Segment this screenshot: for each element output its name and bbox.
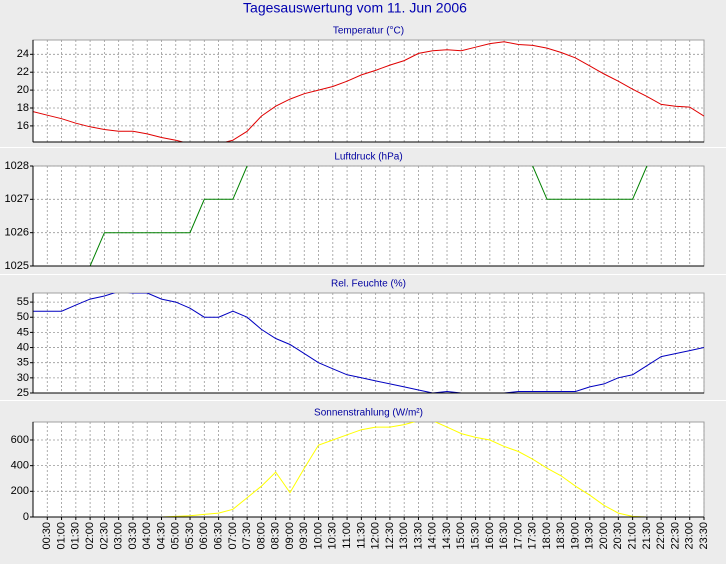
x-tick-label: 02:00 (84, 522, 96, 550)
y-tick-label: 20 (17, 84, 29, 96)
x-tick-label: 21:30 (641, 522, 653, 550)
x-tick-label: 18:00 (541, 522, 553, 550)
panel-title: Rel. Feuchte (%) (331, 279, 406, 290)
x-tick-label: 11:00 (341, 522, 353, 549)
x-tick-label: 09:00 (284, 522, 296, 550)
plot-area (32, 421, 705, 518)
x-tick-label: 04:30 (155, 522, 167, 550)
y-tick-label: 22 (17, 66, 29, 78)
y-tick-label: 1026 (5, 227, 29, 239)
y-tick-label: 25 (17, 387, 29, 399)
page-title: Tagesauswertung vom 11. Jun 2006 (243, 0, 467, 16)
panel-title: Sonnenstrahlung (W/m²) (314, 408, 423, 419)
x-tick-label: 02:30 (98, 522, 110, 550)
y-tick-label: 400 (11, 460, 29, 472)
x-tick-label: 17:00 (512, 522, 524, 550)
x-tick-label: 10:30 (327, 522, 339, 550)
x-tick-label: 21:00 (627, 522, 639, 550)
x-tick-label: 10:00 (312, 522, 324, 550)
x-tick-label: 04:00 (141, 522, 153, 550)
x-tick-label: 19:30 (584, 522, 596, 550)
data-line (33, 293, 704, 393)
plot-area (32, 39, 705, 143)
x-tick-label: 23:00 (684, 522, 696, 550)
y-tick-label: 200 (11, 485, 29, 497)
y-tick-label: 0 (23, 511, 29, 523)
x-tick-label: 05:00 (170, 522, 182, 550)
y-tick-label: 55 (17, 296, 29, 308)
x-tick-label: 01:00 (55, 522, 67, 550)
y-tick-label: 1028 (5, 160, 29, 172)
x-tick-label: 22:00 (655, 522, 667, 550)
x-tick-label: 18:30 (555, 522, 567, 550)
x-tick-label: 14:00 (427, 522, 439, 550)
y-tick-label: 40 (17, 341, 29, 353)
x-tick-label: 03:00 (113, 522, 125, 550)
x-tick-label: 19:00 (569, 522, 581, 550)
x-tick-label: 08:00 (255, 522, 267, 550)
x-tick-label: 22:30 (669, 522, 681, 550)
panel-title: Temperatur (°C) (333, 26, 404, 37)
x-tick-label: 08:30 (270, 522, 282, 550)
data-line (33, 166, 648, 266)
y-tick-label: 50 (17, 311, 29, 323)
x-tick-label: 07:00 (227, 522, 239, 550)
x-tick-label: 15:00 (455, 522, 467, 550)
x-tick-label: 01:30 (70, 522, 82, 550)
x-tick-label: 05:30 (184, 522, 196, 550)
x-tick-label: 07:30 (241, 522, 253, 550)
y-tick-label: 30 (17, 372, 29, 384)
x-tick-label: 20:30 (612, 522, 624, 550)
x-tick-label: 23:30 (698, 522, 710, 550)
data-line (33, 41, 704, 142)
x-tick-label: 03:30 (127, 522, 139, 550)
x-tick-label: 06:30 (213, 522, 225, 550)
x-tick-label: 13:00 (398, 522, 410, 550)
data-line (33, 422, 704, 517)
y-tick-label: 16 (17, 120, 29, 132)
x-tick-label: 20:00 (598, 522, 610, 550)
x-tick-label: 16:30 (498, 522, 510, 550)
y-tick-label: 18 (17, 102, 29, 114)
x-tick-label: 15:30 (469, 522, 481, 550)
x-tick-label: 12:00 (370, 522, 382, 550)
x-tick-label: 09:30 (298, 522, 310, 550)
plot-area (32, 292, 705, 394)
x-tick-label: 12:30 (384, 522, 396, 550)
x-tick-label: 13:30 (412, 522, 424, 550)
x-tick-label: 17:30 (527, 522, 539, 550)
x-tick-label: 06:00 (198, 522, 210, 550)
y-tick-label: 45 (17, 326, 29, 338)
y-tick-label: 1027 (5, 193, 29, 205)
x-tick-label: 00:30 (41, 522, 53, 550)
y-tick-label: 1025 (5, 260, 29, 272)
y-tick-label: 600 (11, 434, 29, 446)
y-tick-label: 35 (17, 357, 29, 369)
x-tick-label: 16:00 (484, 522, 496, 550)
x-tick-label: 14:30 (441, 522, 453, 550)
plot-area (32, 165, 705, 267)
y-tick-label: 24 (17, 48, 29, 60)
x-tick-label: 11:30 (355, 522, 367, 549)
panel-title: Luftdruck (hPa) (334, 152, 402, 163)
